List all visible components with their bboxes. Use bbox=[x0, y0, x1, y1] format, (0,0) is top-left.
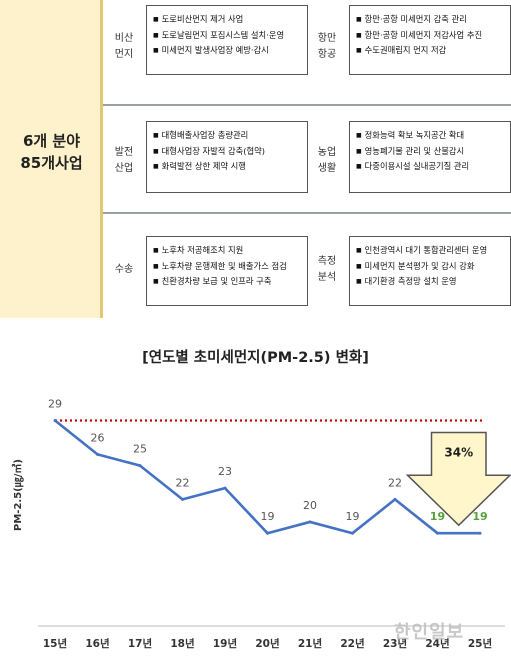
data-point bbox=[393, 497, 397, 501]
data-point bbox=[53, 419, 57, 423]
list-item: 정화능력 확보 녹지공간 확대 bbox=[356, 128, 506, 144]
list-item: 친환경차량 보급 및 인프라 구축 bbox=[153, 274, 303, 290]
data-label: 26 bbox=[91, 431, 105, 444]
data-point bbox=[351, 531, 354, 535]
category-label-measure: 측정 분석 bbox=[307, 254, 347, 286]
x-tick-label: 18년 bbox=[170, 637, 194, 650]
category-label-transport: 수송 bbox=[104, 262, 144, 278]
data-point bbox=[138, 464, 142, 468]
summary-cell: 6개 분야 85개사업 bbox=[0, 0, 103, 318]
x-tick-label: 20년 bbox=[255, 637, 279, 650]
list-item: 미세먼지 발생사업장 예방·감시 bbox=[153, 43, 303, 59]
category-text: 분석 bbox=[317, 272, 337, 283]
x-tick-label: 25년 bbox=[468, 637, 492, 650]
data-point bbox=[266, 531, 269, 535]
data-point bbox=[478, 531, 482, 535]
category-label-port: 항만 항공 bbox=[307, 31, 347, 63]
x-tick-label: 17년 bbox=[128, 637, 152, 650]
category-text: 비산 bbox=[114, 33, 134, 44]
category-text: 발전 bbox=[114, 147, 134, 158]
list-item: 항만·공항 미세먼지 감축 관리 bbox=[356, 12, 506, 28]
list-item: 인천광역시 대기 통합관리센터 운영 bbox=[356, 243, 506, 259]
list-item: 미세먼지 분석평가 및 감시 강화 bbox=[356, 259, 506, 275]
program-table: 6개 분야 85개사업 비산 먼지 도로비산먼지 제거 사업 도로날림먼지 포집… bbox=[0, 0, 511, 318]
category-text: 산업 bbox=[114, 163, 134, 174]
data-label: 22 bbox=[176, 476, 190, 489]
data-point bbox=[96, 452, 99, 456]
item-box: 대형배출사업장 총량관리 대형사업장 자발적 감축(협약) 화력발전 상한 제약… bbox=[146, 121, 308, 193]
x-tick-label: 21년 bbox=[298, 637, 322, 650]
summary-title: 6개 분야 85개사업 bbox=[0, 130, 103, 174]
chart-title: [연도별 초미세먼지(PM-2.5) 변화] bbox=[142, 350, 369, 366]
list-item: 도로비산먼지 제거 사업 bbox=[153, 12, 303, 28]
x-tick-label: 22년 bbox=[340, 637, 364, 650]
data-label: 19 bbox=[472, 510, 487, 523]
y-axis-label: PM-2.5(㎍/㎥) bbox=[11, 459, 24, 531]
x-tick-label: 23년 bbox=[383, 637, 407, 650]
x-tick-label: 24년 bbox=[425, 637, 449, 650]
data-point bbox=[223, 486, 227, 490]
category-label-agri: 농업 생활 bbox=[307, 145, 347, 177]
data-label: 25 bbox=[133, 443, 147, 456]
category-text: 수송 bbox=[114, 264, 134, 275]
summary-title-line-1: 6개 분야 bbox=[22, 132, 81, 150]
y-axis-label-group: PM-2.5(㎍/㎥) bbox=[11, 459, 24, 531]
category-text: 항공 bbox=[317, 49, 337, 60]
item-box: 정화능력 확보 녹지공간 확대 영농폐기물 관리 및 산불감시 다중이용시설 실… bbox=[349, 121, 511, 193]
data-label: 19 bbox=[261, 510, 275, 523]
row-divider bbox=[103, 104, 511, 106]
reduction-arrow bbox=[405, 431, 511, 527]
category-text: 농업 bbox=[317, 147, 337, 158]
item-box: 항만·공항 미세먼지 감축 관리 항만·공항 미세먼지 저감사업 추진 수도권매… bbox=[349, 5, 511, 75]
category-text: 항만 bbox=[317, 33, 337, 44]
item-box: 도로비산먼지 제거 사업 도로날림먼지 포집시스템 설치·운영 미세먼지 발생사… bbox=[146, 5, 308, 75]
item-box: 인천광역시 대기 통합관리센터 운영 미세먼지 분석평가 및 감시 강화 대기환… bbox=[349, 236, 511, 306]
reduction-label: 34% bbox=[444, 446, 473, 460]
category-text: 먼지 bbox=[114, 49, 134, 60]
data-label: 22 bbox=[388, 476, 402, 489]
data-label: 19 bbox=[430, 510, 445, 523]
category-text: 생활 bbox=[317, 163, 337, 174]
data-point bbox=[181, 497, 184, 501]
category-text: 측정 bbox=[317, 256, 337, 267]
list-item: 다중이용시설 실내공기질 관리 bbox=[356, 159, 506, 175]
data-point bbox=[308, 520, 312, 524]
data-point bbox=[436, 531, 439, 535]
x-tick-label: 19년 bbox=[213, 637, 237, 650]
list-item: 대형사업장 자발적 감축(협약) bbox=[153, 144, 303, 160]
list-item: 도로날림먼지 포집시스템 설치·운영 bbox=[153, 28, 303, 44]
list-item: 대형배출사업장 총량관리 bbox=[153, 128, 303, 144]
data-label: 20 bbox=[303, 499, 317, 512]
category-label-power: 발전 산업 bbox=[104, 145, 144, 177]
data-label: 23 bbox=[218, 465, 232, 478]
list-item: 노후차량 운행제한 및 배출가스 점검 bbox=[153, 259, 303, 275]
list-item: 수도권매립지 먼지 저감 bbox=[356, 43, 506, 59]
list-item: 영농폐기물 관리 및 산불감시 bbox=[356, 144, 506, 160]
list-item: 대기환경 측정망 설치 운영 bbox=[356, 274, 506, 290]
summary-title-line-2: 85개사업 bbox=[20, 154, 83, 172]
x-tick-label: 15년 bbox=[43, 637, 67, 650]
category-label-dust: 비산 먼지 bbox=[104, 31, 144, 63]
x-tick-label: 16년 bbox=[85, 637, 109, 650]
item-box: 노후차 저공해조치 지원 노후차량 운행제한 및 배출가스 점검 친환경차량 보… bbox=[146, 236, 308, 306]
watermark: 한인일보 bbox=[394, 622, 465, 643]
list-item: 노후차 저공해조치 지원 bbox=[153, 243, 303, 259]
line-chart: PM-2.5(㎍/㎥) 15년 16년 17년 18년 19년 20년 21년 22년 23년 2… bbox=[11, 398, 511, 650]
list-item: 항만·공항 미세먼지 저감사업 추진 bbox=[356, 28, 506, 44]
data-label: 29 bbox=[48, 398, 62, 411]
data-label: 19 bbox=[346, 510, 360, 523]
row-divider bbox=[103, 212, 511, 214]
plot-area: 15년 16년 17년 18년 19년 20년 21년 22년 23년 24년 25년 34% 29 26… bbox=[38, 398, 511, 650]
list-item: 화력발전 상한 제약 시행 bbox=[153, 159, 303, 175]
